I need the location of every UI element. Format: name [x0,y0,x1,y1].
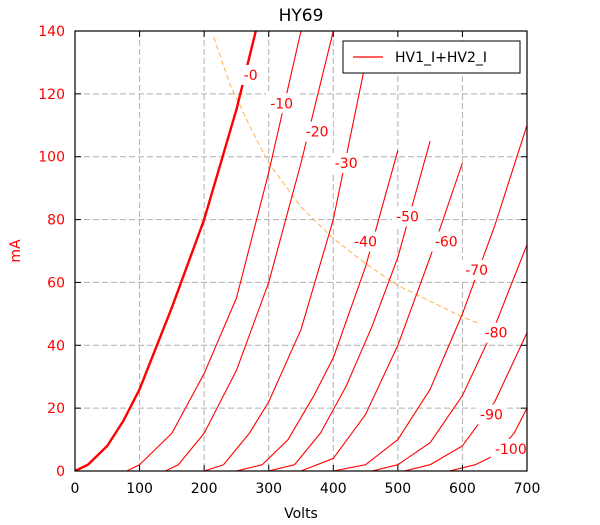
x-tick-label: 300 [255,481,282,497]
curve-label: -50 [396,209,419,225]
ticks-group: 0 100 200 300 400 500 600 700 0 20 40 60 80 100 120 140 [38,24,540,497]
curve-label-bg [301,121,333,142]
curve-label-bg [349,231,382,252]
y-tick-label: 0 [56,464,65,480]
y-tick-label: 120 [38,87,65,103]
dissipation-curve-group [213,37,495,331]
curve-label: -90 [480,407,503,423]
dissipation-curve [213,37,495,331]
curve-label-bg [475,404,508,425]
legend-entry-label: HV1_I+HV2_I [395,50,487,66]
curve-label: -80 [485,326,508,342]
plate-curve-minus-70 [333,125,527,471]
x-tick-label: 0 [71,481,80,497]
curve-label: -10 [270,96,293,112]
x-tick-label: 200 [191,481,218,497]
legend: HV1_I+HV2_I [342,40,521,74]
curve-label-bg [480,322,512,343]
plate-curve-minus-50 [268,140,431,471]
y-tick-label: 60 [47,275,65,291]
curve-label-bg [239,65,263,85]
plate-curve-minus-40 [236,150,399,471]
curve-label-bg [430,231,463,252]
curve-labels-group: -0 -10 -20 -30 -40 -50 -60 -70 -80 -90 -100 [239,65,531,459]
y-tick-label: 80 [47,213,65,229]
y-tick-label: 140 [38,24,65,40]
y-tick-label: 20 [47,401,65,417]
chart-title: HY69 [279,6,324,26]
curve-label-bg [490,439,531,459]
plate-curve-minus-80 [371,244,527,471]
curve-label-bg [391,206,424,227]
curve-label: -40 [354,235,377,251]
x-tick-label: 100 [126,481,153,497]
x-tick-label: 400 [320,481,347,497]
plate-curve-minus-30 [203,62,367,471]
curve-label: -20 [306,125,329,141]
x-tick-label: 700 [514,481,541,497]
x-axis-title: Volts [284,506,318,522]
curve-label: -100 [495,442,527,458]
curve-label: -0 [244,68,258,84]
curve-label: -30 [335,156,358,172]
plate-curve-minus-10 [126,31,302,471]
plate-curve-minus-90 [404,332,527,471]
curve-label-bg [330,153,362,173]
curve-label-bg [460,259,493,280]
plate-curve-minus-20 [165,31,334,471]
plate-curves-group [75,31,527,471]
curve-label-bg [265,93,298,114]
grid [75,31,527,471]
plot-frame [74,30,528,472]
x-tick-label: 600 [449,481,476,497]
y-tick-label: 40 [47,338,65,354]
curve-label: -70 [465,263,488,279]
y-tick-label: 100 [38,150,65,166]
plate-curve-minus-0 [75,31,257,471]
x-tick-label: 500 [384,481,411,497]
y-axis-title: mA [8,239,24,263]
curve-label: -60 [435,235,458,251]
